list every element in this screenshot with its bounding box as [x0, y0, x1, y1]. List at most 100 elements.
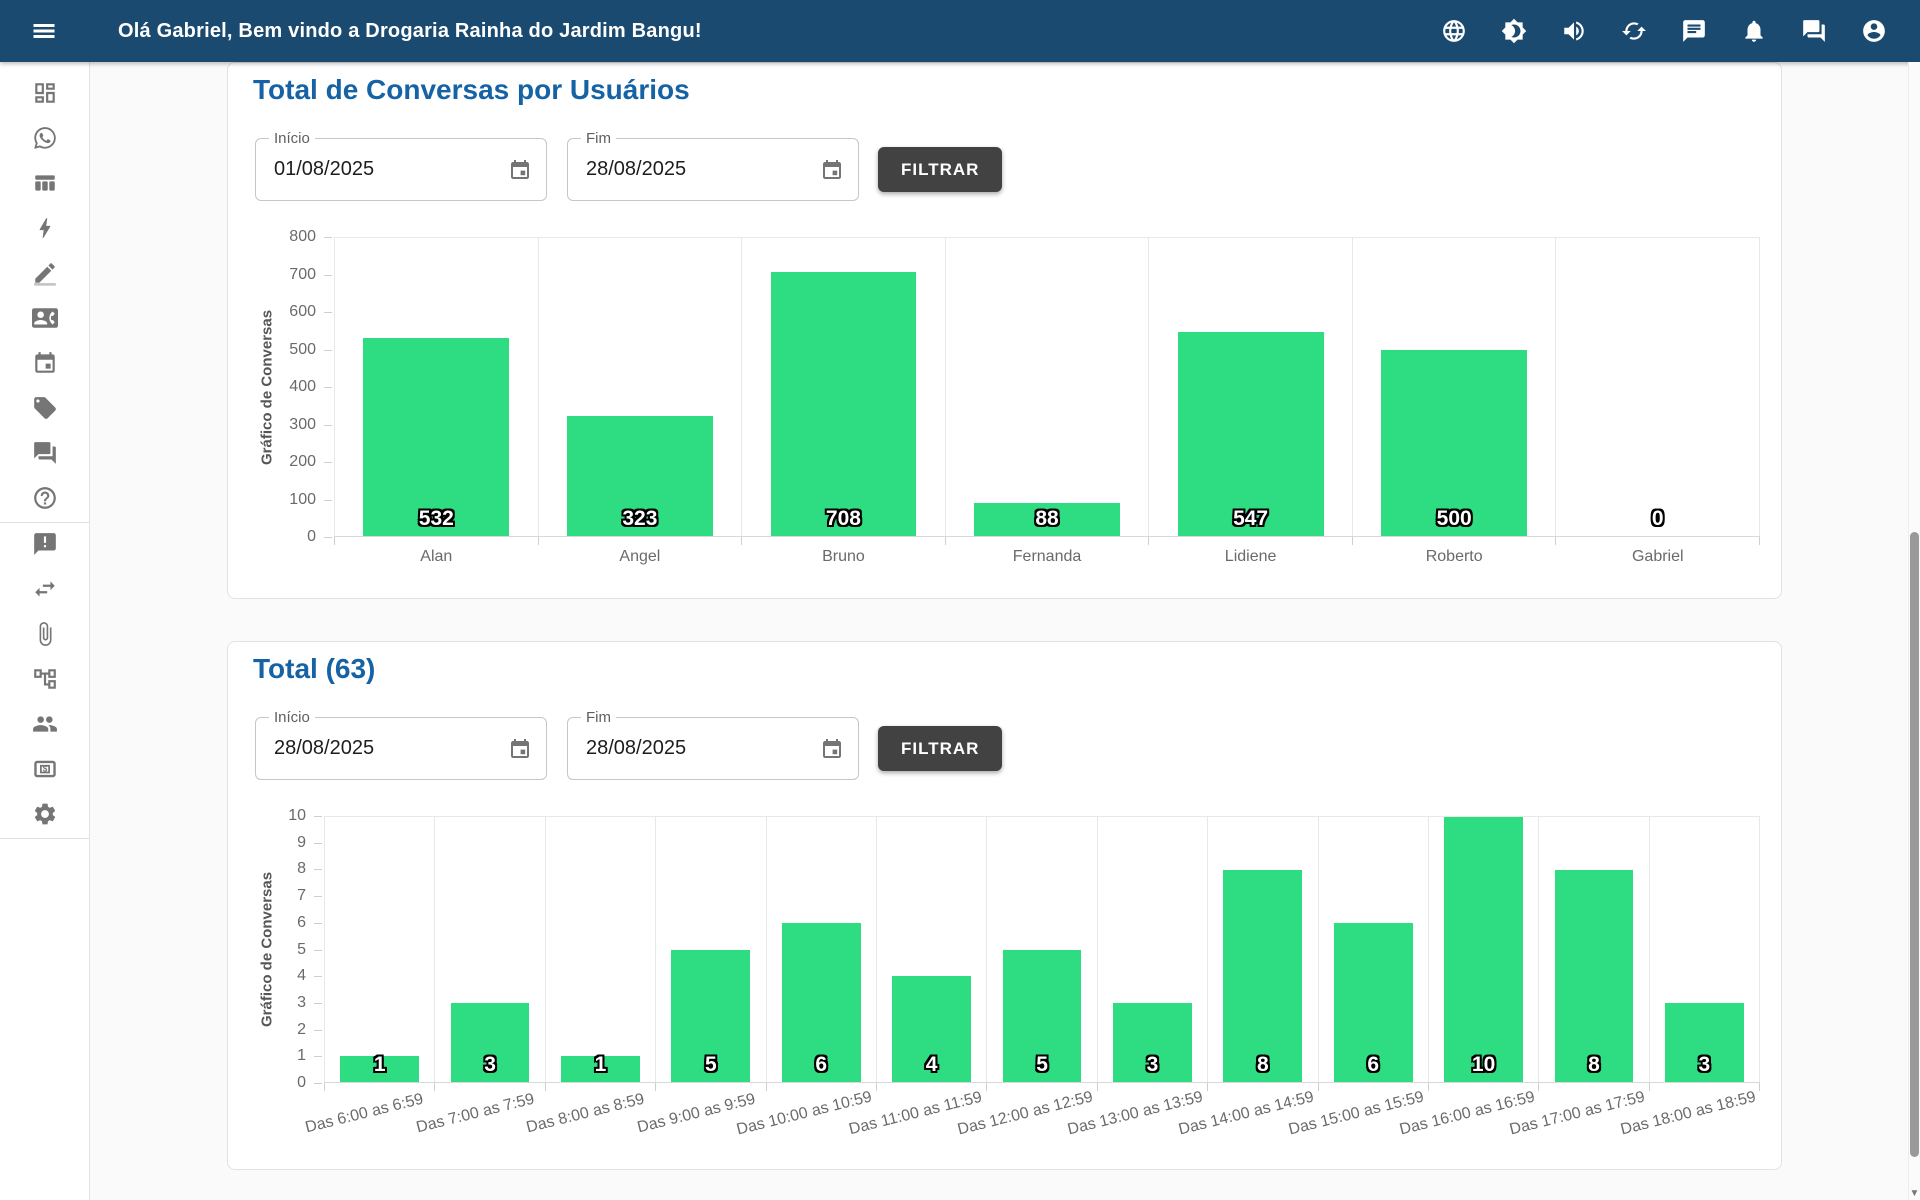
sidebar-item-help[interactable] — [0, 477, 89, 522]
bar-value-label: 1 — [373, 1053, 386, 1076]
hourly-bar-chart: Gráfico de Conversas 0 1 2 3 4 5 6 7 8 9 10 1 3 1 5 6 4 5 3… — [228, 807, 1781, 1171]
chat-icon[interactable] — [1681, 18, 1707, 44]
chart-category-cell: 3 — [1650, 817, 1761, 1091]
y-axis-tick-label: 4 — [297, 967, 306, 985]
sidebar-item-edit[interactable] — [0, 252, 89, 297]
calendar-icon[interactable] — [508, 737, 532, 761]
sidebar-item-dashboard[interactable] — [0, 72, 89, 117]
money-icon: $ — [32, 756, 58, 785]
page-title: Total (63) — [253, 653, 376, 684]
bar-value-label: 1 — [594, 1053, 607, 1076]
bar-value-label: 5 — [705, 1053, 717, 1076]
start-date-field[interactable]: Início 01/08/2025 — [255, 130, 547, 201]
y-axis-tick — [324, 424, 332, 426]
end-date-field[interactable]: Fim 28/08/2025 — [567, 709, 859, 780]
forum-icon — [32, 440, 58, 469]
bar-value-label: 500 — [1436, 507, 1472, 530]
bar-value-label: 323 — [622, 507, 658, 530]
bar — [770, 272, 917, 536]
scrollbar-down-arrow[interactable]: ▼ — [1909, 1188, 1920, 1199]
bar-value-label: 547 — [1233, 507, 1269, 530]
chart-category-cell: 532 Alan — [335, 238, 539, 565]
filter-button[interactable]: FILTRAR — [878, 147, 1003, 192]
sidebar-group-admin: $ — [0, 523, 89, 838]
y-axis-tick — [314, 842, 322, 844]
chart-category-cell: 6 — [767, 817, 878, 1091]
chart-category-cell: 500 Roberto — [1353, 238, 1557, 565]
brightness-icon[interactable] — [1501, 18, 1527, 44]
scrollbar-thumb[interactable] — [1910, 532, 1919, 1157]
bar — [781, 923, 861, 1082]
chart-category-cell: 4 — [877, 817, 988, 1091]
sidebar-item-users[interactable] — [0, 703, 89, 748]
y-axis-tick-label: 9 — [297, 833, 306, 851]
start-date-value: 28/08/2025 — [274, 737, 375, 759]
chart-category-cell: 6 — [1319, 817, 1430, 1091]
bar-value-label: 5 — [1036, 1053, 1048, 1076]
sidebar-item-attachments[interactable] — [0, 613, 89, 658]
y-axis-tick — [314, 816, 322, 817]
y-axis-tick-label: 500 — [289, 340, 316, 358]
bar — [340, 1055, 420, 1082]
chart-category-cell: 1 — [546, 817, 657, 1091]
sidebar-item-announcements[interactable] — [0, 523, 89, 568]
y-axis-tick — [314, 1056, 322, 1058]
y-axis-tick — [314, 869, 322, 871]
x-axis-label: Das 6:00 as 6:59 — [303, 1090, 426, 1137]
filter-button[interactable]: FILTRAR — [878, 726, 1003, 771]
calendar-icon[interactable] — [820, 737, 844, 761]
end-date-value: 28/08/2025 — [586, 737, 687, 759]
bar — [974, 503, 1120, 536]
calendar-icon[interactable] — [508, 158, 532, 182]
sidebar-item-chats[interactable] — [0, 432, 89, 477]
settings-icon — [32, 801, 58, 830]
bar — [1381, 349, 1528, 536]
sidebar-item-settings[interactable] — [0, 793, 89, 838]
menu-icon[interactable] — [30, 17, 58, 45]
start-date-field[interactable]: Início 28/08/2025 — [255, 709, 547, 780]
calendar-icon[interactable] — [820, 158, 844, 182]
y-axis-tick — [324, 462, 332, 463]
bar — [1554, 870, 1634, 1082]
bar-value-label: 708 — [825, 507, 861, 530]
topbar-actions — [1441, 18, 1887, 44]
chart-category-cell: 1 — [325, 817, 436, 1091]
sidebar-item-whatsapp[interactable] — [0, 117, 89, 162]
sync-icon[interactable] — [1621, 18, 1647, 44]
sidebar-item-quick-messages[interactable] — [0, 207, 89, 252]
chart-category-cell: 8 — [1208, 817, 1319, 1091]
y-axis-tick-label: 10 — [288, 807, 306, 824]
chart-category-cell: 323 Angel — [539, 238, 743, 565]
y-axis-tick — [324, 274, 332, 276]
y-axis-tick — [314, 1002, 322, 1004]
contact-card-icon — [31, 305, 58, 334]
bar-value-label: 532 — [418, 507, 454, 530]
y-axis-tick-label: 200 — [289, 453, 316, 470]
svg-text:$: $ — [42, 765, 47, 774]
sidebar-item-tags[interactable] — [0, 387, 89, 432]
forum-icon[interactable] — [1801, 18, 1827, 44]
x-axis-label: Das 8:00 as 8:59 — [524, 1090, 647, 1137]
y-axis-tick — [324, 237, 332, 238]
sidebar-item-contacts[interactable] — [0, 297, 89, 342]
sidebar-item-kanban[interactable] — [0, 162, 89, 207]
account-icon[interactable] — [1861, 18, 1887, 44]
end-date-field[interactable]: Fim 28/08/2025 — [567, 130, 859, 201]
y-axis-tick-label: 100 — [289, 490, 316, 508]
bell-icon[interactable] — [1741, 18, 1767, 44]
y-axis-tick-label: 6 — [297, 913, 306, 931]
card-total-por-hora: Total (63) Início 28/08/2025 Fim 28/08/2… — [227, 641, 1782, 1170]
globe-icon[interactable] — [1441, 18, 1467, 44]
help-icon — [32, 485, 58, 514]
schema-icon — [32, 666, 58, 695]
sidebar-item-connections[interactable] — [0, 568, 89, 613]
bar — [363, 337, 510, 536]
plot-area: 1 3 1 5 6 4 5 3 8 6 10 8 3 — [324, 816, 1761, 1091]
sidebar-item-schedules[interactable] — [0, 342, 89, 387]
volume-icon[interactable] — [1561, 18, 1587, 44]
users-bar-chart: Gráfico de Conversas 0 100 200 300 400 500 600 7… — [228, 228, 1781, 587]
sidebar-item-financial[interactable]: $ — [0, 748, 89, 793]
y-axis-tick — [314, 976, 322, 978]
bar — [1177, 332, 1324, 536]
sidebar-item-flow[interactable] — [0, 658, 89, 703]
